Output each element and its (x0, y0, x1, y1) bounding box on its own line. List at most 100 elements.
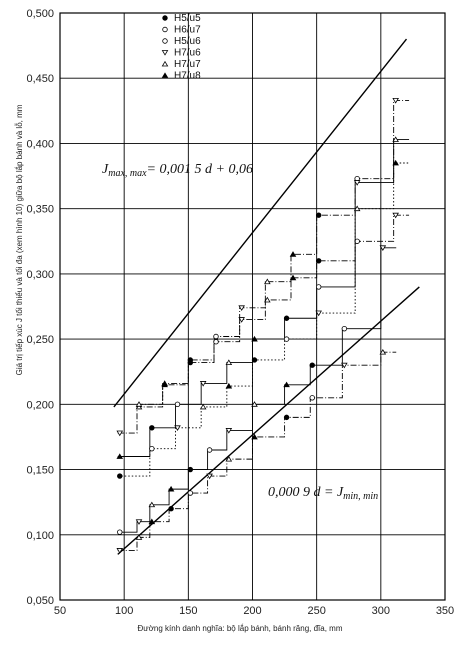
legend-label: H7/u6 (174, 48, 201, 59)
step-series (117, 139, 410, 457)
legend-label: H6/u7 (174, 25, 201, 36)
x-tick-label: 200 (243, 605, 261, 617)
data-point (392, 212, 399, 219)
data-point (309, 362, 315, 368)
data-point (213, 339, 219, 345)
data-point (117, 473, 123, 479)
data-point (116, 430, 124, 437)
data-point (341, 362, 348, 369)
data-point (309, 395, 315, 401)
data-point (283, 336, 290, 342)
data-point (187, 466, 194, 473)
min-formula-label: 0,000 9 d = Jmin, min (268, 485, 378, 502)
data-point (149, 445, 155, 452)
data-point (225, 455, 233, 462)
data-point (379, 348, 387, 355)
data-point (161, 72, 169, 78)
y-tick-label: 0,200 (26, 399, 54, 411)
data-point (264, 296, 271, 303)
legend-label: H5/u6 (174, 36, 201, 47)
data-point (199, 403, 207, 410)
data-point (161, 60, 169, 67)
data-point (238, 317, 245, 323)
data-point (135, 519, 143, 525)
data-point (289, 274, 297, 281)
data-point (251, 433, 258, 440)
data-point (117, 529, 123, 535)
data-point (149, 425, 155, 431)
data-point (315, 212, 322, 218)
data-point (353, 180, 361, 186)
data-point (251, 401, 258, 407)
x-tick-label: 250 (307, 605, 325, 617)
data-point (148, 518, 156, 525)
data-point (135, 534, 143, 540)
limit-line (117, 286, 420, 555)
step-series (117, 214, 410, 434)
data-point (392, 136, 399, 142)
data-point (283, 381, 290, 388)
limit-line (113, 38, 408, 408)
data-point (289, 251, 297, 257)
data-point (353, 205, 361, 212)
legend-label: H5/u5 (174, 13, 201, 24)
data-point (392, 159, 399, 166)
data-point (187, 357, 194, 363)
data-point (379, 245, 387, 251)
data-point (283, 414, 290, 421)
x-tick-label: 300 (372, 605, 390, 617)
y-axis-label: Giá trị tiếp xúc J tối thiểu và tối đa (… (15, 104, 24, 375)
data-point (162, 15, 168, 21)
data-point (162, 38, 168, 44)
y-tick-label: 0,300 (26, 269, 54, 281)
step-series (117, 247, 397, 533)
data-point (135, 403, 143, 410)
data-point (341, 325, 348, 332)
data-point (206, 447, 213, 453)
data-point (264, 278, 271, 285)
legend-label: H7/u7 (174, 59, 201, 70)
data-point (315, 258, 322, 264)
step-series (117, 162, 410, 477)
data-point (161, 380, 168, 386)
data-point (315, 284, 322, 290)
max-formula-label: Jmax, max= 0,001 5 d + 0,06 (102, 162, 253, 179)
data-point (161, 50, 169, 56)
data-point (168, 505, 174, 512)
data-point (315, 310, 322, 317)
data-point (199, 381, 207, 387)
data-point (187, 490, 194, 496)
legend-label: H7/u8 (174, 71, 201, 82)
step-series (137, 99, 410, 405)
y-tick-label: 0,500 (26, 8, 54, 20)
y-tick-label: 0,450 (26, 73, 54, 85)
data-point (135, 401, 143, 407)
data-point (116, 453, 124, 459)
x-axis-label: Đường kính danh nghĩa: bộ lắp bánh, bánh… (138, 624, 343, 633)
data-point (225, 359, 233, 365)
data-point (238, 305, 245, 311)
x-tick-label: 150 (179, 605, 197, 617)
step-series (117, 351, 397, 551)
y-tick-label: 0,350 (26, 204, 54, 216)
data-point (116, 548, 124, 554)
y-tick-label: 0,050 (26, 595, 54, 607)
data-point (167, 485, 175, 492)
data-point (225, 428, 233, 434)
y-tick-label: 0,150 (26, 465, 54, 477)
data-point (148, 501, 156, 508)
y-tick-label: 0,100 (26, 530, 54, 542)
data-point (392, 97, 399, 104)
data-point (251, 335, 258, 342)
x-tick-label: 50 (54, 605, 66, 617)
data-point (162, 26, 168, 33)
data-point (174, 401, 181, 408)
y-tick-label: 0,250 (26, 334, 54, 346)
data-point (213, 333, 219, 340)
x-tick-label: 100 (115, 605, 133, 617)
data-point (206, 473, 213, 480)
data-point (225, 382, 233, 389)
x-tick-label: 350 (436, 605, 454, 617)
y-tick-label: 0,400 (26, 138, 54, 150)
